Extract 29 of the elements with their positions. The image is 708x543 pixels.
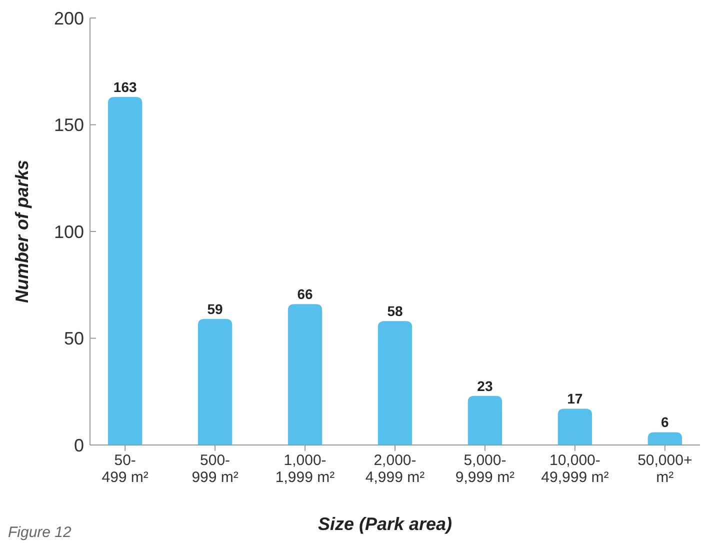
data-label: 66 — [297, 286, 314, 302]
data-label: 6 — [661, 414, 670, 430]
bar — [108, 96, 142, 445]
y-tick-label: 0 — [74, 435, 84, 456]
data-label: 23 — [477, 378, 493, 394]
data-label: 17 — [567, 390, 583, 407]
bar — [378, 321, 412, 445]
y-tick-label: 100 — [54, 222, 84, 242]
y-tick-label: 150 — [54, 115, 84, 136]
bar — [288, 304, 322, 445]
x-tick-label: 50,000+ m² — [638, 452, 692, 486]
bar — [648, 432, 682, 445]
x-tick-label: 10,000- 49,999 m² — [541, 452, 609, 486]
y-tick-label: 200 — [54, 8, 84, 28]
data-label: 58 — [387, 303, 403, 320]
x-tick-label: 5,000- 9,999 m² — [455, 452, 515, 486]
bar — [558, 408, 592, 445]
data-label: 59 — [207, 301, 224, 318]
x-tick-label: 1,000- 1,999 m² — [275, 452, 335, 486]
y-tick-label: 50 — [64, 328, 84, 349]
data-label: 163 — [113, 78, 137, 95]
x-tick-label: 2,000- 4,999 m² — [365, 452, 425, 486]
caption: Figure 12 — [8, 524, 72, 541]
bar — [198, 319, 232, 445]
bar — [468, 396, 502, 445]
x-axis-title: Size (Park area) — [318, 514, 452, 534]
y-axis-title: Number of parks — [12, 160, 32, 304]
x-tick-label: 500- 999 m² — [192, 452, 238, 486]
x-tick-label: 50- 499 m² — [102, 452, 148, 486]
